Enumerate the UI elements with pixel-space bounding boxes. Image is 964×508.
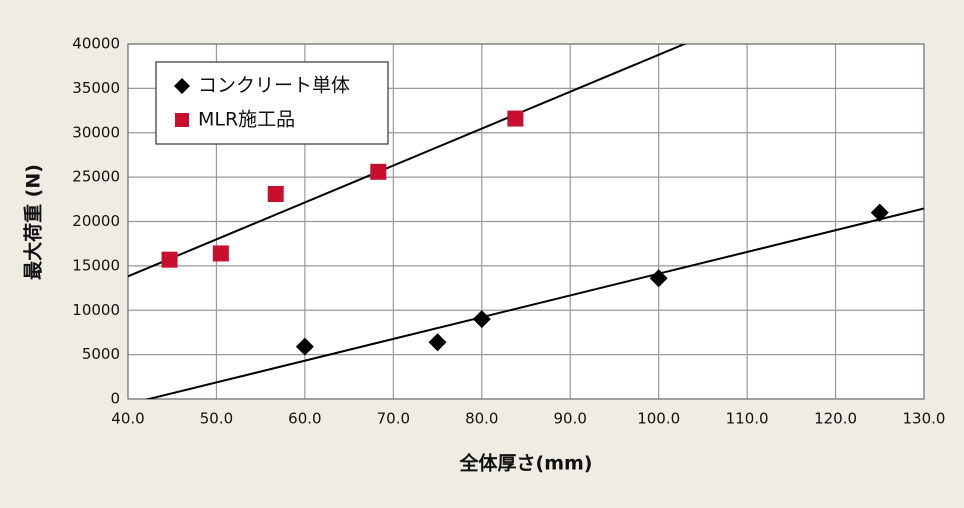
x-tick-label: 90.0 [554, 410, 587, 428]
legend-box [155, 61, 389, 145]
y-tick-label: 5000 [82, 345, 120, 363]
point [267, 185, 284, 202]
point [507, 110, 524, 127]
y-tick-label: 20000 [72, 212, 120, 230]
legend-marker [175, 113, 189, 127]
y-tick-label: 30000 [72, 123, 120, 141]
x-tick-label: 80.0 [465, 410, 498, 428]
x-tick-label: 40.0 [111, 410, 144, 428]
point [370, 163, 387, 180]
point [472, 310, 491, 329]
point [212, 245, 229, 262]
y-tick-label: 40000 [72, 35, 120, 53]
legend-marker [174, 78, 190, 94]
x-tick-label: 110.0 [726, 410, 769, 428]
point [649, 269, 668, 288]
x-tick-label: 50.0 [200, 410, 233, 428]
y-tick-label: 0 [110, 390, 120, 408]
y-tick-label: 10000 [72, 301, 120, 319]
y-tick-label: 25000 [72, 168, 120, 186]
y-tick-label: 15000 [72, 256, 120, 274]
x-axis-title: 全体厚さ(mm) [459, 452, 593, 475]
x-tick-label: 120.0 [814, 410, 857, 428]
trendline [128, 44, 688, 278]
x-tick-label: 100.0 [637, 410, 680, 428]
point [295, 337, 314, 356]
point [161, 251, 178, 268]
y-tick-label: 35000 [72, 79, 120, 97]
point [428, 333, 447, 352]
point [870, 203, 889, 222]
x-tick-label: 130.0 [903, 410, 946, 428]
legend: コンクリート単体 MLR施工品 [155, 61, 389, 145]
plot-frame [127, 43, 925, 400]
legend-label: MLR施工品 [198, 109, 295, 131]
legend-label: コンクリート単体 [198, 75, 350, 97]
x-tick-label: 60.0 [288, 410, 321, 428]
x-tick-label: 70.0 [377, 410, 410, 428]
trendlines [128, 44, 924, 399]
trendline [144, 207, 924, 399]
y-axis-title: 最大荷重 (N) [22, 164, 45, 280]
